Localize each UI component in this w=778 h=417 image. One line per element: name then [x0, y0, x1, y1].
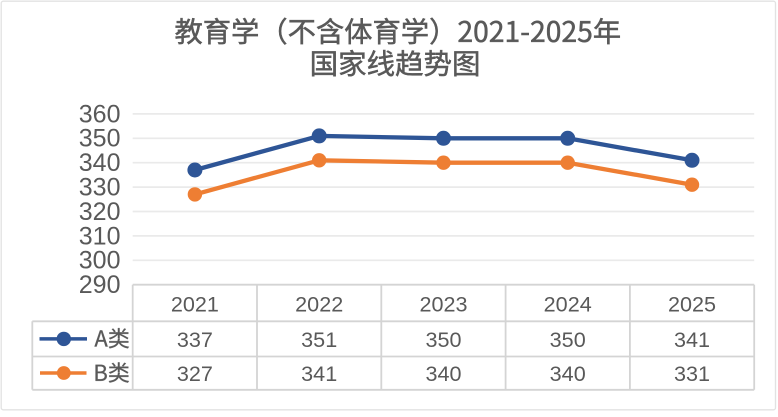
svg-text:340: 340: [79, 149, 121, 177]
svg-text:290: 290: [79, 271, 121, 299]
svg-text:310: 310: [79, 222, 121, 250]
svg-text:350: 350: [425, 327, 461, 352]
svg-text:341: 341: [301, 361, 337, 386]
svg-text:340: 340: [425, 361, 461, 386]
svg-text:337: 337: [177, 327, 213, 352]
svg-text:340: 340: [550, 361, 586, 386]
svg-text:330: 330: [79, 174, 121, 202]
svg-text:320: 320: [79, 198, 121, 226]
svg-text:327: 327: [177, 361, 213, 386]
svg-text:2024: 2024: [544, 291, 592, 316]
svg-text:2023: 2023: [419, 291, 467, 316]
svg-text:350: 350: [79, 125, 121, 153]
svg-text:331: 331: [674, 361, 710, 386]
svg-text:341: 341: [674, 327, 710, 352]
svg-text:351: 351: [301, 327, 337, 352]
svg-text:300: 300: [79, 247, 121, 275]
svg-text:2022: 2022: [295, 291, 343, 316]
svg-text:2021: 2021: [171, 291, 219, 316]
svg-text:2025: 2025: [668, 291, 716, 316]
svg-text:350: 350: [550, 327, 586, 352]
svg-text:360: 360: [79, 100, 121, 128]
